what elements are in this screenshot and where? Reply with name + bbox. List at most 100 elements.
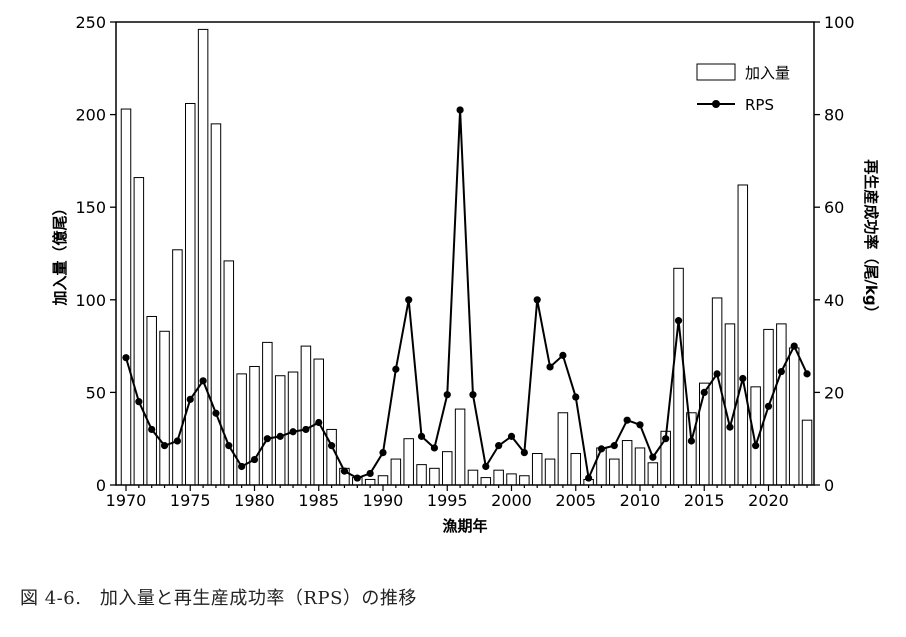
bar-2003 xyxy=(544,458,556,486)
rps-point-1974 xyxy=(173,437,181,445)
x-tick-label: 2005 xyxy=(555,491,596,510)
bar-2001 xyxy=(519,475,530,486)
rps-point-2015 xyxy=(700,388,708,396)
left-tick-label: 0 xyxy=(96,476,106,495)
bar-1997 xyxy=(467,469,479,486)
right-tick-label: 60 xyxy=(824,198,844,217)
rps-point-2019 xyxy=(752,442,760,450)
rps-point-2008 xyxy=(610,442,618,450)
left-tick-label: 250 xyxy=(75,13,106,32)
left-tick-label: 50 xyxy=(86,383,106,402)
bar-2004 xyxy=(557,412,569,486)
right-tick-label: 80 xyxy=(824,106,844,125)
legend-line-marker xyxy=(712,100,720,108)
bar-1971 xyxy=(133,177,145,486)
x-axis-label: 漁期年 xyxy=(442,517,487,535)
rps-point-2006 xyxy=(585,474,593,482)
left-tick-label: 100 xyxy=(75,291,106,310)
rps-point-2013 xyxy=(674,317,683,325)
bar-2018 xyxy=(737,184,749,486)
bar-1980 xyxy=(249,365,260,486)
rps-point-2016 xyxy=(713,370,721,378)
rps-point-1981 xyxy=(263,435,271,443)
bar-2021 xyxy=(776,323,787,486)
x-tick-label: 1985 xyxy=(298,491,339,510)
rps-point-2004 xyxy=(559,351,567,359)
right-axis-ticks: 0 20 40 60 80 100 xyxy=(814,13,855,495)
rps-point-2021 xyxy=(777,367,785,376)
rps-point-2017 xyxy=(726,423,734,431)
left-tick-label: 150 xyxy=(75,198,106,217)
rps-point-2009 xyxy=(623,416,631,424)
left-tick-label: 200 xyxy=(75,106,106,125)
rps-line xyxy=(125,109,808,482)
bar-1981 xyxy=(262,341,273,486)
x-tick-label: 1970 xyxy=(106,491,147,510)
rps-point-2010 xyxy=(636,421,644,429)
rps-point-1995 xyxy=(443,391,451,399)
rps-point-1993 xyxy=(417,432,426,440)
bar-1991 xyxy=(390,458,402,486)
x-tick-label: 1995 xyxy=(427,491,468,510)
right-tick-label: 100 xyxy=(824,13,855,32)
rps-point-1988 xyxy=(353,474,361,482)
bar-2022 xyxy=(788,347,800,486)
x-tick-label: 1980 xyxy=(234,491,275,510)
bar-1975 xyxy=(185,102,196,486)
x-tick-label: 2015 xyxy=(684,491,725,510)
rps-point-1987 xyxy=(340,467,349,475)
right-axis-label: 再生産成功率（尾/kg） xyxy=(862,159,880,320)
rps-point-1994 xyxy=(430,444,438,452)
bar-1973 xyxy=(159,330,170,486)
x-tick-label: 1975 xyxy=(170,491,211,510)
bar-2009 xyxy=(621,440,633,486)
bar-2008 xyxy=(609,458,620,486)
rps-point-2011 xyxy=(649,453,657,461)
right-tick-label: 40 xyxy=(824,291,844,310)
rps-point-1979 xyxy=(238,462,246,471)
bar-1990 xyxy=(377,475,389,486)
rps-point-1976 xyxy=(199,377,207,385)
x-tick-label: 2020 xyxy=(748,491,789,510)
rps-point-2023 xyxy=(803,370,811,378)
rps-point-2020 xyxy=(764,402,773,410)
rps-point-1970 xyxy=(122,354,130,362)
x-axis-ticks: 1970 1975 1980 1985 1990 1995 2000 2005 2010 2015… xyxy=(106,485,808,510)
rps-point-1977 xyxy=(212,409,220,417)
bar-1989 xyxy=(364,478,376,486)
rps-point-1986 xyxy=(328,442,336,450)
rps-point-1975 xyxy=(186,395,194,403)
bar-1972 xyxy=(146,315,157,486)
rps-point-1971 xyxy=(135,398,143,406)
legend-bar-swatch xyxy=(696,63,736,81)
rps-point-1989 xyxy=(366,469,374,478)
bar-2017 xyxy=(724,323,736,486)
rps-point-1984 xyxy=(302,425,310,434)
rps-series xyxy=(122,106,811,482)
bar-2002 xyxy=(531,453,543,486)
bar-1982 xyxy=(274,375,286,486)
bar-2007 xyxy=(596,447,607,486)
x-tick-label: 1990 xyxy=(363,491,404,510)
rps-point-1980 xyxy=(250,455,259,464)
bar-1984 xyxy=(300,345,312,486)
left-axis-label: 加入量（億尾） xyxy=(51,200,69,306)
bar-1998 xyxy=(480,477,492,486)
x-tick-label: 2010 xyxy=(620,491,661,510)
bar-1976 xyxy=(197,28,209,486)
rps-point-2002 xyxy=(533,296,541,304)
rps-point-1985 xyxy=(315,418,323,427)
rps-point-2000 xyxy=(507,432,516,440)
chart: 0 50 100 150 200 250 0 20 40 60 80 100 1970 1975 198… xyxy=(51,13,880,535)
rps-point-2018 xyxy=(739,374,747,383)
bar-2005 xyxy=(570,453,581,486)
rps-point-2005 xyxy=(572,393,580,401)
bar-2023 xyxy=(801,419,813,486)
rps-point-2014 xyxy=(687,437,696,445)
rps-point-1983 xyxy=(289,428,297,436)
right-tick-label: 20 xyxy=(824,383,844,402)
bar-2014 xyxy=(686,412,697,486)
bar-2011 xyxy=(647,462,659,486)
bar-2000 xyxy=(506,473,517,486)
rps-point-2022 xyxy=(790,342,798,350)
